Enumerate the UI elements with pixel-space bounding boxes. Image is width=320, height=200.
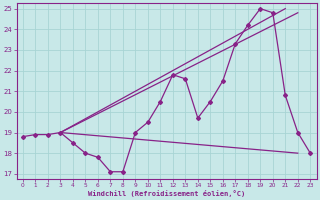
X-axis label: Windchill (Refroidissement éolien,°C): Windchill (Refroidissement éolien,°C) [88, 190, 245, 197]
